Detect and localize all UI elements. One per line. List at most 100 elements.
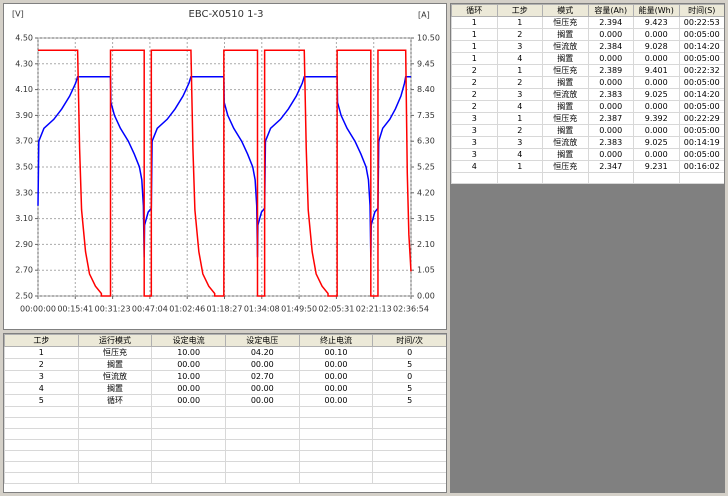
- x-tick-label: 02:21:13: [356, 305, 392, 314]
- x-tick-label: 00:15:41: [57, 305, 93, 314]
- empty-row: [4, 406, 446, 418]
- y-tick-label: 3.50: [15, 163, 33, 172]
- table-cell: 0: [372, 346, 446, 359]
- table-cell: 00.00: [224, 382, 300, 395]
- table-cell: 0.000: [633, 100, 680, 113]
- y2-tick-label: 6.30: [417, 137, 435, 146]
- table-cell: 3: [4, 370, 79, 383]
- table-cell: 恒流放: [542, 40, 589, 53]
- empty-cell: [372, 406, 446, 418]
- table-cell: 1: [496, 64, 543, 77]
- empty-cell: [4, 406, 79, 418]
- x-tick-label: 01:18:27: [207, 305, 243, 314]
- x-tick-label: 02:05:31: [318, 305, 354, 314]
- table-cell: 0.000: [587, 124, 634, 137]
- table-cell: 0.000: [633, 124, 680, 137]
- table-cell: 9.392: [633, 112, 680, 125]
- empty-cell: [224, 472, 300, 484]
- table-cell: 10.00: [151, 370, 226, 383]
- y2-tick-label: 9.45: [417, 59, 435, 68]
- y-tick-label: 4.10: [15, 85, 33, 94]
- y-tick-label: 2.70: [15, 266, 33, 275]
- empty-row: [4, 428, 446, 440]
- table-cell: 00.00: [151, 358, 226, 371]
- chart-panel: EBC-X0510 1-3 [V] [A] 00:00:00 00:15:41 00…: [3, 3, 447, 330]
- table-cell: 1: [451, 16, 498, 29]
- table-cell: 3: [451, 112, 498, 125]
- table-cell: 9.231: [633, 160, 680, 173]
- table-cell: 2: [496, 76, 543, 89]
- empty-cell: [298, 428, 374, 440]
- table-cell: 2.383: [587, 136, 634, 149]
- table-cell: 2.389: [587, 64, 634, 77]
- table-row: 3 1 恒压充 2.387 9.392 00:22:29: [451, 112, 724, 125]
- table-cell: 0.000: [587, 52, 634, 65]
- empty-cell: [372, 417, 446, 429]
- step-panel: 工步 运行模式 设定电流 设定电压 终止电流 时间/次 1 恒压充 10.00 04.20 00.1…: [3, 333, 447, 493]
- table-cell: 00.00: [151, 394, 226, 407]
- table-cell: 1: [4, 346, 79, 359]
- table-cell: 0.000: [587, 148, 634, 161]
- table-cell: 3: [451, 124, 498, 137]
- column-header: 终止电流: [298, 334, 374, 347]
- table-cell: 10.00: [151, 346, 226, 359]
- table-cell: 1: [451, 52, 498, 65]
- y2-tick-label: 5.25: [417, 163, 435, 172]
- y2-tick-label: 4.20: [417, 188, 435, 197]
- table-cell: 5: [372, 382, 446, 395]
- table-cell: 恒压充: [77, 346, 153, 359]
- table-row: 2 4 搁置 0.000 0.000 00:05:00: [451, 100, 724, 113]
- table-cell: 5: [4, 394, 79, 407]
- column-header: 时间/次: [372, 334, 446, 347]
- empty-cell: [4, 461, 79, 473]
- table-cell: 00.00: [151, 382, 226, 395]
- table-row: 5 循环 00.00 00.00 00.00 5: [4, 394, 446, 407]
- empty-cell: [151, 406, 226, 418]
- table-cell: 2: [496, 28, 543, 41]
- empty-cell: [4, 417, 79, 429]
- table-cell: 00:14:20: [678, 40, 724, 53]
- table-cell: 0.000: [587, 76, 634, 89]
- empty-cell: [587, 172, 634, 184]
- empty-cell: [224, 417, 300, 429]
- empty-cell: [151, 439, 226, 451]
- table-cell: 2: [4, 358, 79, 371]
- table-row: 3 4 搁置 0.000 0.000 00:05:00: [451, 148, 724, 161]
- table-cell: 2: [451, 88, 498, 101]
- y-tick-label: 2.90: [15, 240, 33, 249]
- empty-cell: [298, 461, 374, 473]
- column-header: 设定电压: [224, 334, 300, 347]
- table-cell: 00:14:20: [678, 88, 724, 101]
- table-cell: 搁置: [542, 76, 589, 89]
- y-tick-label: 3.10: [15, 214, 33, 223]
- table-cell: 00:22:32: [678, 64, 724, 77]
- table-cell: 恒流放: [542, 136, 589, 149]
- table-cell: 恒流放: [77, 370, 153, 383]
- y2-tick-label: 3.15: [417, 214, 435, 223]
- header-row: 工步 运行模式 设定电流 设定电压 终止电流 时间/次: [4, 334, 446, 347]
- table-cell: 4: [496, 148, 543, 161]
- table-cell: 0.000: [633, 28, 680, 41]
- table-cell: 2.347: [587, 160, 634, 173]
- table-cell: 1: [496, 160, 543, 173]
- table-cell: 2: [451, 76, 498, 89]
- chart: EBC-X0510 1-3 [V] [A] 00:00:00 00:15:41 00…: [12, 9, 440, 314]
- empty-cell: [77, 450, 153, 462]
- empty-row: [4, 417, 446, 429]
- table-cell: 3: [496, 136, 543, 149]
- empty-cell: [77, 472, 153, 484]
- column-header: 时间(S): [678, 4, 724, 17]
- table-cell: 00:05:00: [678, 76, 724, 89]
- empty-cell: [77, 439, 153, 451]
- y-tick-label: 4.50: [15, 34, 33, 43]
- table-row: 1 恒压充 10.00 04.20 00.10 0: [4, 346, 446, 359]
- table-cell: 0.000: [633, 76, 680, 89]
- table-cell: 搁置: [542, 124, 589, 137]
- empty-row: [4, 472, 446, 484]
- table-cell: 4: [496, 100, 543, 113]
- table-cell: 00:05:00: [678, 124, 724, 137]
- table-cell: 循环: [77, 394, 153, 407]
- table-cell: 0.000: [587, 100, 634, 113]
- table-cell: 0.000: [633, 148, 680, 161]
